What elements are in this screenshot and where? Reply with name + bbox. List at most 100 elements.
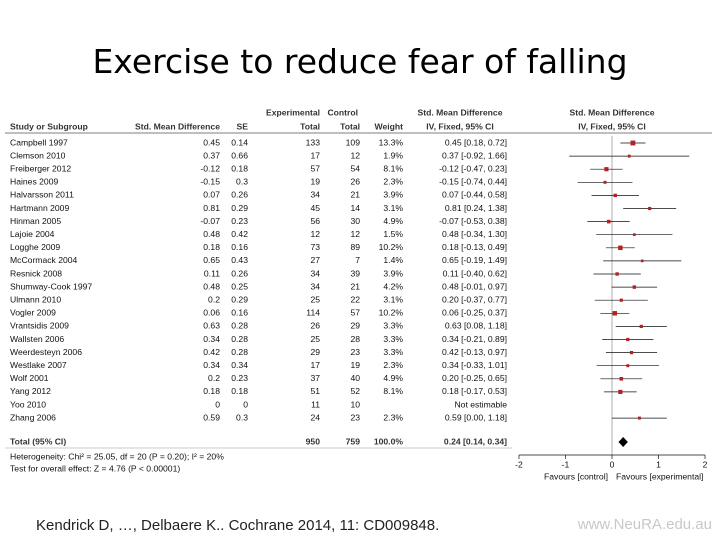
effect-square xyxy=(619,298,623,302)
cell: 0.66 xyxy=(231,150,248,160)
cell: -0.15 [-0.74, 0.44] xyxy=(439,177,507,187)
cell: 0.26 xyxy=(231,268,248,278)
cell: 0.43 xyxy=(231,255,248,265)
cell: 57 xyxy=(310,163,320,173)
cell: 25 xyxy=(310,294,320,304)
overall-effect: Test for overall effect: Z = 4.76 (P < 0… xyxy=(10,463,180,473)
effect-square xyxy=(626,337,630,342)
effect-square xyxy=(612,311,618,316)
cell: Hartmann 2009 xyxy=(10,203,69,213)
cell: 3.3% xyxy=(383,321,403,331)
cell: 89 xyxy=(350,242,360,252)
cell: -0.15 xyxy=(200,177,220,187)
cell: 0.45 [0.18, 0.72] xyxy=(445,137,507,147)
cell: 17 xyxy=(310,360,320,370)
cell: 12 xyxy=(350,229,360,239)
cell: 28 xyxy=(350,334,360,344)
cell: Haines 2009 xyxy=(10,177,58,187)
cell: 109 xyxy=(346,137,361,147)
cell: Resnick 2008 xyxy=(10,268,62,278)
cell: 0.37 [-0.92, 1.66] xyxy=(442,150,507,160)
cell: Campbell 1997 xyxy=(10,137,68,147)
cell: Yang 2012 xyxy=(10,386,51,396)
total-cell: 100.0% xyxy=(374,436,404,446)
effect-square xyxy=(619,377,624,381)
cell: 51 xyxy=(310,386,320,396)
cell: 29 xyxy=(310,347,320,357)
x-tick-label: -1 xyxy=(562,459,570,469)
cell: 0 xyxy=(215,399,220,409)
cell: 37 xyxy=(310,373,320,383)
favours-right: Favours [experimental] xyxy=(616,471,703,481)
cell: 4.9% xyxy=(383,373,403,383)
cell: 0.25 xyxy=(231,281,248,291)
citation: Kendrick D, …, Delbaere K.. Cochrane 201… xyxy=(36,517,440,534)
cell: 1.5% xyxy=(383,229,403,239)
cell: 0.42 xyxy=(231,229,248,239)
cell: 0.48 [-0.01, 0.97] xyxy=(442,281,507,291)
cell: Yoo 2010 xyxy=(10,399,46,409)
cell: 19 xyxy=(350,360,360,370)
cell: 0.18 [-0.13, 0.49] xyxy=(442,242,507,252)
cell: 0.42 xyxy=(203,347,220,357)
cell: 8.1% xyxy=(383,163,403,173)
cell: 133 xyxy=(306,137,321,147)
cell: 0.34 xyxy=(203,334,220,344)
cell: 0.48 xyxy=(203,281,220,291)
cell: -0.12 xyxy=(200,163,220,173)
cell: 34 xyxy=(310,281,320,291)
cell: McCormack 2004 xyxy=(10,255,78,265)
cell: 0.34 xyxy=(203,360,220,370)
cell: 17 xyxy=(310,150,320,160)
cell: 23 xyxy=(350,347,360,357)
cell: 2.3% xyxy=(383,412,403,422)
cell: 24 xyxy=(310,412,320,422)
cell: Vrantsidis 2009 xyxy=(10,321,69,331)
cell: 0.48 [-0.34, 1.30] xyxy=(442,229,507,239)
cell: 39 xyxy=(350,268,360,278)
cell: 12 xyxy=(310,229,320,239)
cell: 0.48 xyxy=(203,229,220,239)
column-header: IV, Fixed, 95% CI xyxy=(426,121,494,131)
cell: 0.18 xyxy=(203,386,220,396)
effect-square xyxy=(627,154,631,158)
cell: 10.2% xyxy=(379,308,404,318)
cell: 0.65 xyxy=(203,255,220,265)
cell: 0.45 xyxy=(203,137,220,147)
cell: Halvarsson 2011 xyxy=(10,190,74,200)
cell: 57 xyxy=(350,308,360,318)
cell: 8.1% xyxy=(383,386,403,396)
cell: 0.11 [-0.40, 0.62] xyxy=(443,268,507,278)
total-cell: 950 xyxy=(306,436,321,446)
cell: 0 xyxy=(243,399,248,409)
cell: 0.07 [-0.44, 0.58] xyxy=(442,190,507,200)
cell: 19 xyxy=(310,177,320,187)
x-tick-label: -2 xyxy=(515,459,523,469)
cell: 0.42 [-0.13, 0.97] xyxy=(442,347,507,357)
website: www.NeuRA.edu.au xyxy=(577,516,712,533)
cell: -0.07 [-0.53, 0.38] xyxy=(439,216,507,226)
heterogeneity: Heterogeneity: Chi² = 25.05, df = 20 (P … xyxy=(10,451,224,461)
cell: 4.2% xyxy=(383,281,403,291)
cell: 27 xyxy=(310,255,320,265)
effect-square xyxy=(606,219,611,224)
cell: 0.20 [-0.25, 0.65] xyxy=(442,373,507,383)
cell: -0.12 [-0.47, 0.23] xyxy=(439,163,507,173)
cell: -0.07 xyxy=(200,216,220,226)
cell: 0.18 xyxy=(231,386,248,396)
cell: 0.63 xyxy=(203,321,220,331)
cell: Lajoie 2004 xyxy=(10,229,55,239)
header: Std. Mean Difference xyxy=(417,107,502,117)
cell: 114 xyxy=(306,308,320,318)
cell: 13.3% xyxy=(379,137,404,147)
column-header: Weight xyxy=(375,121,404,131)
effect-square xyxy=(632,285,637,289)
total-cell: Total (95% CI) xyxy=(10,436,66,446)
cell: 0.06 [-0.25, 0.37] xyxy=(442,308,507,318)
cell: 0.20 [-0.37, 0.77] xyxy=(442,294,507,304)
cell: 0.28 xyxy=(231,321,248,331)
cell: 0.28 xyxy=(231,347,248,357)
cell: 0.18 xyxy=(203,242,220,252)
effect-square xyxy=(639,324,643,329)
